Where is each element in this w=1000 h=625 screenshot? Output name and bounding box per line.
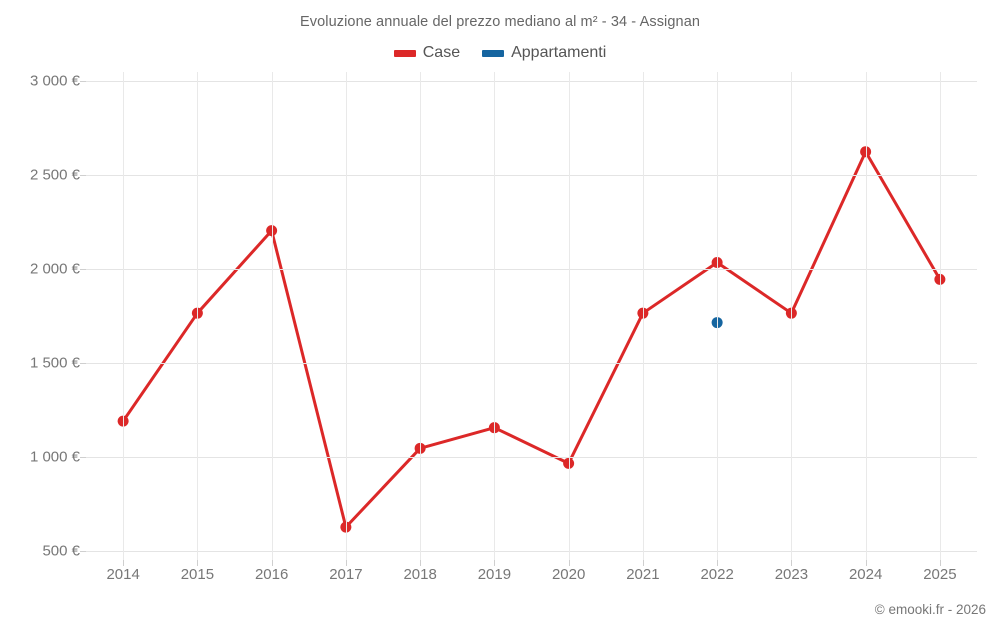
y-axis-tick-label: 3 000 €: [29, 72, 80, 90]
y-axis-ticks: [0, 72, 90, 560]
line-swatch-icon: [482, 49, 505, 57]
chart-legend: Case Appartamenti: [0, 44, 1000, 62]
gridline-vertical: [568, 72, 570, 560]
gridline-vertical: [939, 72, 941, 560]
line-swatch-icon: [393, 49, 416, 57]
y-axis-tick-mark: [80, 269, 86, 271]
y-axis-tick-mark: [80, 550, 86, 552]
gridline-horizontal: [86, 550, 977, 552]
gridline-vertical: [494, 72, 496, 560]
plot-area: [86, 72, 977, 560]
x-axis-tick-label: 2019: [477, 566, 512, 583]
y-axis-tick-label: 500 €: [42, 542, 80, 560]
gridline-vertical: [271, 72, 273, 560]
x-axis-tick-label: 2018: [403, 566, 437, 583]
x-axis-tick-label: 2017: [329, 566, 363, 583]
y-axis-tick-mark: [80, 175, 86, 177]
x-axis-tick-label: 2016: [254, 566, 289, 583]
gridline-vertical: [717, 72, 719, 560]
y-axis-labels: 500 € 1 000 € 1 500 € 2 000 € 2 500 € 3 000 €: [0, 72, 80, 560]
y-axis-tick-label: 2 500 €: [29, 166, 80, 184]
legend-item-case[interactable]: Case: [393, 44, 461, 62]
y-axis-tick-mark: [80, 362, 86, 364]
legend-label-case: Case: [422, 44, 461, 61]
series-line-case: [121, 150, 942, 529]
x-axis-tick-label: 2023: [774, 566, 809, 583]
x-axis-labels: 2014 2015 2016 2017 2018 2019 2020 2021 2022 2023…: [86, 566, 977, 590]
gridline-horizontal: [86, 456, 977, 458]
x-axis-tick-label: 2022: [700, 566, 734, 583]
y-axis-tick-label: 2 000 €: [29, 260, 80, 278]
x-axis-tick-label: 2024: [848, 566, 883, 583]
gridline-vertical: [865, 72, 867, 560]
gridline-vertical: [791, 72, 793, 560]
gridline-vertical: [420, 72, 422, 560]
copyright-credit: © emooki.fr - 2026: [874, 602, 986, 617]
y-axis-tick-mark: [80, 81, 86, 83]
gridline-horizontal: [86, 175, 977, 177]
gridline-vertical: [197, 72, 199, 560]
legend-label-appartamenti: Appartamenti: [511, 44, 607, 61]
x-axis-tick-label: 2014: [106, 566, 140, 583]
series-layer: [117, 146, 946, 533]
x-axis-tick-label: 2025: [923, 566, 957, 583]
gridline-horizontal: [86, 362, 977, 364]
x-axis-tick-label: 2021: [626, 566, 660, 583]
gridline-vertical: [123, 72, 125, 560]
y-axis-tick-label: 1 000 €: [29, 448, 80, 466]
gridline-horizontal: [86, 269, 977, 271]
chart-title: Evoluzione annuale del prezzo mediano al…: [299, 14, 701, 30]
legend-item-appartamenti[interactable]: Appartamenti: [482, 44, 606, 62]
x-axis-tick-label: 2015: [180, 566, 215, 583]
gridline-vertical: [345, 72, 347, 560]
x-axis-tick-label: 2020: [551, 566, 586, 583]
gridline-horizontal: [86, 81, 977, 83]
y-axis-tick-label: 1 500 €: [29, 354, 80, 372]
y-axis-tick-mark: [80, 456, 86, 458]
gridline-vertical: [642, 72, 644, 560]
